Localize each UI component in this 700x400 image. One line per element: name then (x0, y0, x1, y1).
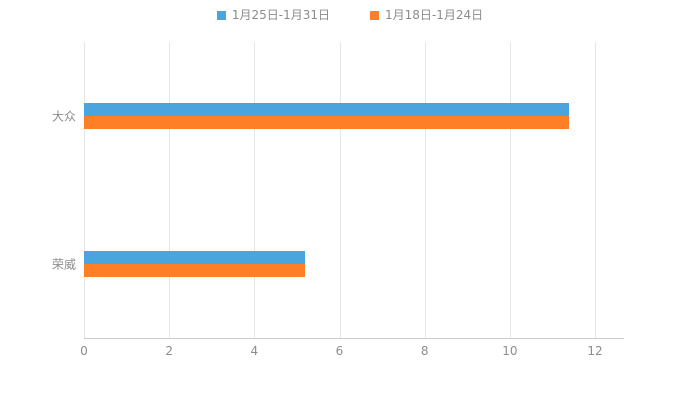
y-tick-label-大众: 大众 (51, 109, 76, 124)
legend: 1月25日-1月31日 1月18日-1月24日 (0, 8, 700, 22)
x-tick-label-8: 8 (420, 344, 429, 358)
legend-label-series-2: 1月18日-1月24日 (385, 8, 484, 22)
x-tick-label-4: 4 (250, 344, 259, 358)
bar-大众-series-1[interactable] (84, 103, 570, 116)
x-tick-label-10: 10 (502, 344, 518, 358)
legend-swatch-orange-icon (370, 10, 379, 20)
legend-item-series-2[interactable]: 1月18日-1月24日 (370, 8, 483, 22)
gridline-x-8 (424, 42, 426, 338)
gridline-x-10 (509, 42, 511, 338)
gridline-x-12 (595, 42, 596, 338)
bar-荣威-series-1[interactable] (84, 251, 306, 264)
x-tick-label-12: 12 (587, 344, 603, 358)
x-tick-label-6: 6 (335, 344, 344, 358)
x-tick-label-0: 0 (80, 344, 88, 358)
gridline-x-6 (339, 42, 341, 338)
gridline-x-4 (254, 42, 256, 338)
bar-大众-series-2[interactable] (84, 116, 570, 129)
gridline-x-2 (169, 42, 171, 338)
x-tick-label-2: 2 (165, 344, 173, 358)
legend-label-series-1: 1月25日-1月31日 (231, 8, 330, 22)
y-tick-label-荣威: 荣威 (51, 257, 76, 272)
x-axis-line (84, 338, 624, 339)
gridline-x-0 (84, 42, 85, 338)
legend-item-series-1[interactable]: 1月25日-1月31日 (216, 8, 330, 22)
legend-swatch-blue-icon (216, 10, 226, 20)
plot-area (84, 42, 596, 338)
bar-荣威-series-2[interactable] (84, 264, 306, 277)
